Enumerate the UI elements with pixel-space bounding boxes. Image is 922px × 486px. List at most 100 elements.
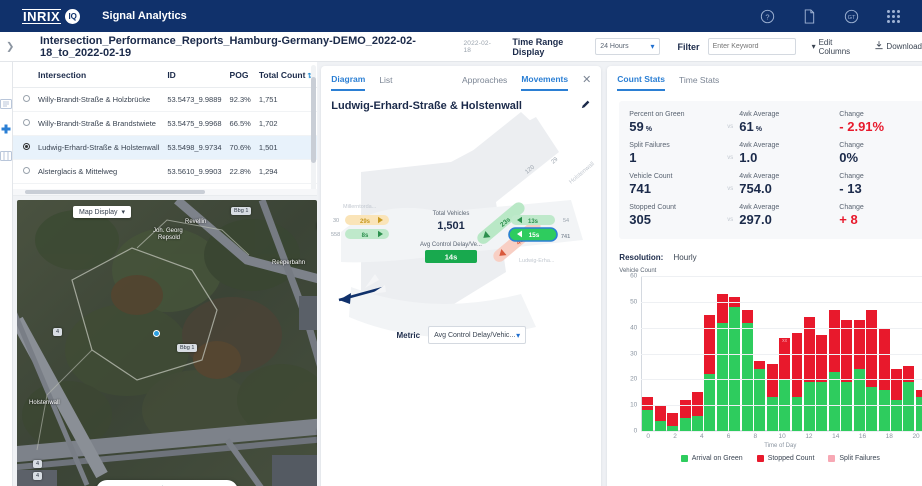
cell-pog: 92.3% bbox=[225, 87, 255, 112]
reports-icon[interactable] bbox=[0, 98, 12, 110]
map-marker-selected[interactable] bbox=[153, 330, 160, 337]
chart-bar[interactable] bbox=[654, 405, 666, 431]
tab-count-stats[interactable]: Count Stats bbox=[617, 74, 665, 91]
table-row[interactable]: Alsterglacis & Mittelweg 53.5610_9.9903 22… bbox=[13, 159, 318, 184]
table-row[interactable]: Ludwig-Erhard-Straße & Holstenwall 53.549… bbox=[13, 135, 318, 160]
chart-y-tick: 30 bbox=[630, 350, 638, 357]
th-total-count[interactable]: Total Count⇅ bbox=[254, 62, 318, 88]
metric-select[interactable]: Avg Control Delay/Vehic... ▾ bbox=[428, 326, 527, 344]
support-icon[interactable]: GT bbox=[842, 7, 860, 25]
chart-bar[interactable] bbox=[915, 389, 922, 431]
chart-bar[interactable] bbox=[828, 309, 840, 431]
chart-bar[interactable] bbox=[878, 327, 890, 431]
chart-x-tick: 12 bbox=[805, 433, 813, 440]
tab-list[interactable]: List bbox=[379, 75, 393, 85]
document-icon[interactable] bbox=[800, 7, 818, 25]
chart-bar[interactable] bbox=[679, 400, 691, 431]
download-button[interactable]: Download bbox=[875, 41, 922, 52]
map-toolbar: + − bbox=[96, 480, 239, 486]
th-id[interactable]: ID bbox=[163, 62, 226, 88]
stat-change-label: Change bbox=[839, 142, 864, 149]
row-radio[interactable] bbox=[23, 143, 30, 150]
chart-bar[interactable] bbox=[766, 363, 778, 431]
bar-segment-arrival-on-green bbox=[903, 381, 915, 431]
chart-bar[interactable] bbox=[741, 309, 753, 431]
row-radio-cell[interactable] bbox=[13, 87, 34, 112]
datasets-icon[interactable] bbox=[0, 150, 12, 162]
th-pog[interactable]: POG bbox=[225, 62, 255, 88]
row-radio-cell[interactable] bbox=[13, 111, 34, 136]
chart-bar[interactable] bbox=[667, 412, 679, 431]
filter-input[interactable] bbox=[707, 38, 796, 55]
chart-bar[interactable] bbox=[729, 296, 741, 431]
close-icon[interactable]: ✕ bbox=[582, 74, 592, 86]
legend-item[interactable]: Stopped Count bbox=[756, 455, 814, 462]
chart-bar[interactable] bbox=[866, 309, 878, 431]
center-panel-tabs: Diagram List Approaches Movements ✕ bbox=[321, 66, 601, 91]
signals-icon[interactable] bbox=[0, 124, 12, 136]
bar-segment-arrival-on-green bbox=[915, 397, 922, 431]
chart-bar[interactable] bbox=[642, 397, 654, 431]
chart-bar[interactable] bbox=[816, 335, 828, 431]
time-range-value: 24 Hours bbox=[600, 43, 629, 50]
intersection-diagram[interactable]: ABCDEF 23s bbox=[321, 112, 601, 362]
stat-change-label: Change bbox=[839, 173, 864, 180]
svg-text:Ludwig-Erha...: Ludwig-Erha... bbox=[519, 258, 555, 264]
chart-x-tick: 18 bbox=[885, 433, 893, 440]
row-radio-cell[interactable] bbox=[13, 159, 34, 184]
bar-segment-stopped-count bbox=[704, 314, 716, 375]
edit-columns-button[interactable]: ▾ Edit Columns bbox=[812, 38, 860, 56]
table-row[interactable]: Willy-Brandt-Straße & Brandstwiete 53.547… bbox=[13, 111, 318, 136]
svg-text:30: 30 bbox=[333, 218, 339, 224]
metric-selector-row: Metric Avg Control Delay/Vehic... ▾ bbox=[321, 326, 601, 344]
help-icon[interactable]: ? bbox=[758, 7, 776, 25]
time-range-select[interactable]: 24 Hours ▾ bbox=[595, 38, 660, 55]
chart-bar[interactable] bbox=[754, 361, 766, 431]
bar-segment-stopped-count bbox=[816, 335, 828, 382]
chart-bar[interactable] bbox=[791, 332, 803, 431]
bar-segment-arrival-on-green bbox=[642, 410, 654, 431]
table-row[interactable]: Willy-Brandt-Straße & Holzbrücke 53.5473_… bbox=[13, 87, 318, 112]
table-horizontal-scrollbar[interactable] bbox=[13, 189, 318, 195]
chart-x-tick bbox=[682, 431, 694, 443]
legend-item[interactable]: Arrival on Green bbox=[680, 455, 743, 462]
bar-segment-stopped-count bbox=[779, 338, 791, 380]
chart-bar[interactable]: xx bbox=[779, 338, 791, 431]
map-view[interactable]: Map Display ▾ Joh. Georg Repsold Revellin R… bbox=[17, 200, 318, 486]
row-radio-cell[interactable] bbox=[13, 135, 34, 160]
row-radio[interactable] bbox=[23, 167, 30, 174]
map-display-button[interactable]: Map Display ▾ bbox=[73, 206, 132, 218]
resolution-value[interactable]: Hourly bbox=[673, 253, 697, 262]
chart-bar[interactable] bbox=[704, 314, 716, 431]
legend-label: Split Failures bbox=[839, 455, 880, 462]
chart-bar[interactable] bbox=[692, 392, 703, 431]
chart-bar[interactable] bbox=[716, 294, 728, 431]
chart-bar[interactable] bbox=[853, 319, 865, 431]
edit-pencil-icon[interactable] bbox=[581, 99, 591, 112]
table-vertical-scrollbar[interactable] bbox=[311, 65, 317, 193]
legend-item[interactable]: Split Failures bbox=[828, 455, 880, 462]
tab-diagram[interactable]: Diagram bbox=[331, 74, 366, 91]
row-radio[interactable] bbox=[23, 95, 30, 102]
tab-approaches[interactable]: Approaches bbox=[461, 75, 508, 85]
inrix-logo[interactable]: INRIX IQ bbox=[22, 8, 81, 24]
tab-time-stats[interactable]: Time Stats bbox=[679, 75, 720, 85]
chart-bar[interactable] bbox=[803, 317, 815, 431]
stat-change-value: + 8 bbox=[839, 212, 858, 227]
chart-x-tick bbox=[897, 431, 909, 443]
svg-text:741: 741 bbox=[561, 234, 570, 240]
apps-grid-icon[interactable] bbox=[884, 7, 902, 25]
sidebar-expand-icon[interactable]: ❯ bbox=[6, 41, 15, 52]
chart-bar[interactable] bbox=[903, 366, 915, 431]
sort-icon: ⇅ bbox=[307, 73, 313, 80]
tab-movements[interactable]: Movements bbox=[521, 74, 569, 91]
th-intersection[interactable]: Intersection bbox=[34, 62, 164, 88]
bar-segment-stopped-count bbox=[642, 397, 654, 411]
bar-segment-stopped-count bbox=[692, 392, 703, 416]
row-radio[interactable] bbox=[23, 119, 30, 126]
bar-segment-stopped-count bbox=[878, 327, 890, 390]
chart-gridline bbox=[641, 301, 922, 303]
chart-bar[interactable] bbox=[841, 319, 853, 431]
brand-text: INRIX bbox=[22, 8, 62, 24]
chart-bar[interactable] bbox=[891, 369, 902, 431]
